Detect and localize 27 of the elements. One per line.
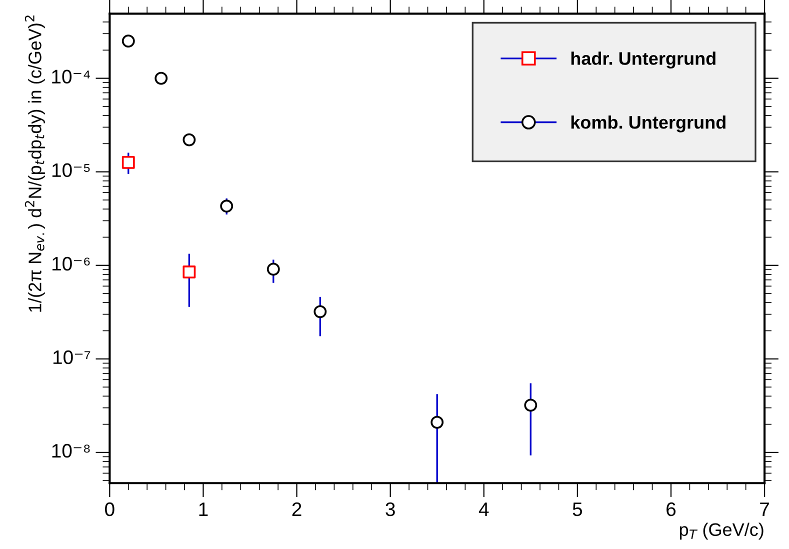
x-tick-label: 4 [478,502,489,516]
x-tick-label: 3 [386,502,395,516]
point [314,305,327,318]
text: 1/(2π N$_{ev.}$) d$^{2}$N/(p$_{t}$dp$_{t}$dy) in (c/GeV)$^{2}$ [24,16,45,312]
legend-label: komb. Untergrund [571,115,726,132]
y-tick-label: 10⁻⁴ [52,70,90,84]
point [122,34,135,48]
x-tick-label: 2 [292,502,302,516]
point [430,416,444,429]
point [220,200,234,213]
x-axis-title: p$_{T}$ (GeV/c) [680,522,764,540]
x-tick-label: 5 [572,502,582,516]
legend-label: hadr. Untergrund [571,52,716,69]
point [266,262,280,276]
y-tick-label: 10⁻⁷ [53,350,90,364]
point [182,133,196,146]
x-tick-label: 0 [105,502,114,516]
point [182,266,196,278]
x-tick-label: 1 [199,502,208,516]
x-tick-label: 6 [666,502,676,516]
point [122,156,135,169]
y-tick-label: 10⁻⁵ [52,163,90,178]
y-tick-label: 10⁻⁶ [52,256,90,271]
point [524,398,538,412]
x-tick-label: 7 [760,502,769,516]
point [154,72,168,85]
y-tick-label: 10⁻⁸ [52,444,90,458]
